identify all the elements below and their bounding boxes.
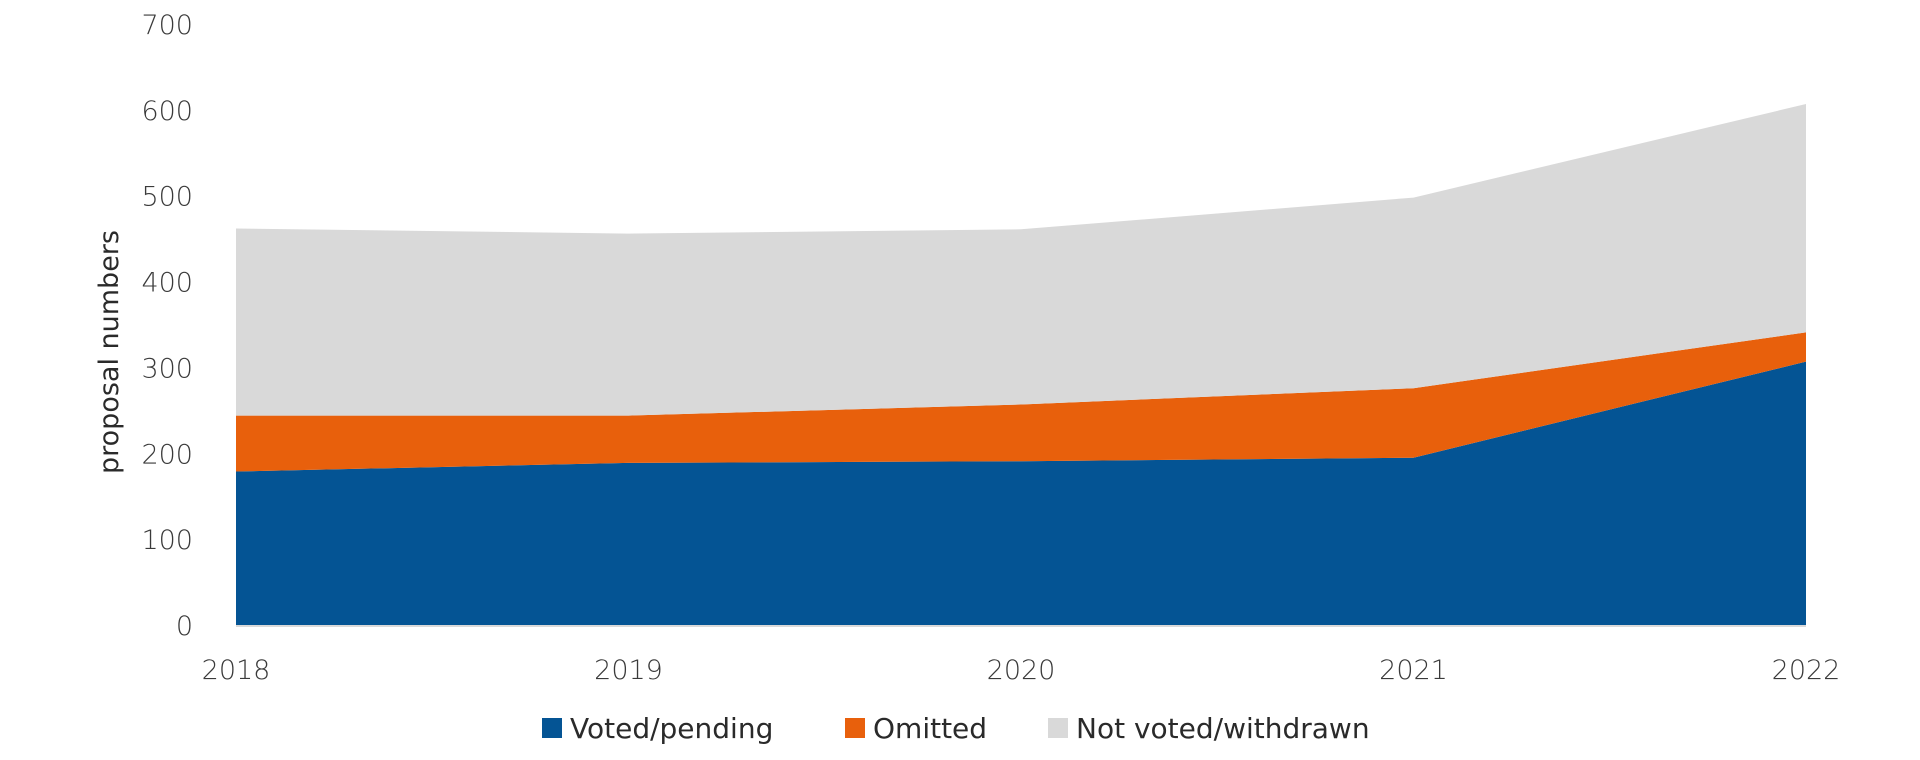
legend: Voted/pending Omitted Not voted/withdrawn	[542, 712, 1370, 745]
x-tick-label: 2019	[594, 655, 663, 686]
area-series-not-voted-withdrawn	[236, 104, 1806, 416]
y-tick-label: 400	[141, 268, 193, 299]
y-tick-label: 700	[141, 10, 193, 41]
legend-swatch	[542, 718, 562, 738]
y-tick-label: 100	[141, 525, 193, 556]
legend-label: Not voted/withdrawn	[1076, 712, 1370, 745]
legend-item: Voted/pending	[542, 712, 773, 745]
x-tick-label: 2021	[1379, 655, 1448, 686]
x-tick-label: 2020	[987, 655, 1056, 686]
y-tick-label: 300	[141, 353, 193, 384]
area-series-omitted	[236, 332, 1806, 472]
legend-item: Omitted	[845, 712, 987, 745]
y-tick-label: 200	[141, 439, 193, 470]
legend-label: Omitted	[873, 712, 987, 745]
y-axis-ticks: 0 100 200 300 400 500 600 700	[141, 10, 193, 642]
x-axis-ticks: 2018 2019 2020 2021 2022	[202, 655, 1841, 686]
y-tick-label: 500	[141, 182, 193, 213]
x-tick-label: 2018	[202, 655, 271, 686]
area-layer	[236, 104, 1806, 626]
y-tick-label: 0	[176, 611, 193, 642]
legend-swatch	[1048, 718, 1068, 738]
y-axis-title: proposal numbers	[94, 230, 125, 474]
legend-swatch	[845, 718, 865, 738]
legend-item: Not voted/withdrawn	[1048, 712, 1370, 745]
x-tick-label: 2022	[1772, 655, 1841, 686]
area-series-voted-pending	[236, 361, 1806, 626]
legend-label: Voted/pending	[570, 712, 773, 745]
y-tick-label: 600	[141, 96, 193, 127]
